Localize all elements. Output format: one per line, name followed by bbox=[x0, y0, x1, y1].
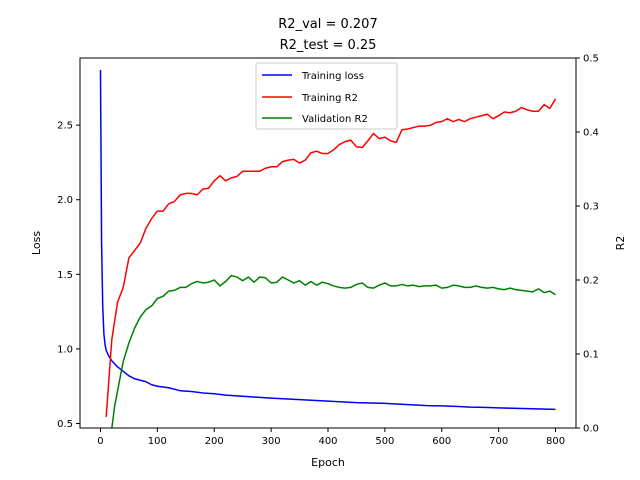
y-right-tick-label: 0.5 bbox=[583, 54, 599, 65]
y-left-tick-label: 1.5 bbox=[57, 270, 73, 281]
y-right-tick-label: 0.3 bbox=[583, 202, 599, 213]
legend: Training loss Training R2 Validation R2 bbox=[255, 62, 398, 130]
x-tick-label: 100 bbox=[148, 436, 167, 447]
x-tick-label: 700 bbox=[489, 436, 508, 447]
chart-title-line-1: R2_val = 0.207 bbox=[278, 17, 377, 32]
x-tick-label: 0 bbox=[97, 436, 103, 447]
x-tick-label: 800 bbox=[546, 436, 565, 447]
x-tick-label: 300 bbox=[262, 436, 281, 447]
y-right-tick-label: 0.4 bbox=[583, 128, 599, 139]
y-right-tick-label: 0.2 bbox=[583, 276, 599, 287]
x-tick-label: 600 bbox=[432, 436, 451, 447]
legend-label-validation-r2: Validation R2 bbox=[302, 114, 368, 125]
series-line-training-r2 bbox=[105, 98, 557, 417]
series-layer bbox=[99, 69, 557, 429]
x-tick-label: 400 bbox=[318, 436, 337, 447]
x-tick-label: 200 bbox=[205, 436, 224, 447]
y-left-tick-label: 2.0 bbox=[57, 195, 73, 206]
y-left-tick-label: 1.0 bbox=[57, 344, 73, 355]
x-axis: 0 100 200 300 400 500 600 700 800 bbox=[97, 428, 565, 447]
legend-box bbox=[255, 62, 398, 130]
legend-label-training-r2: Training R2 bbox=[301, 93, 358, 104]
x-tick-label: 500 bbox=[375, 436, 394, 447]
y-axis-right-title: R2 bbox=[614, 236, 627, 251]
y-left-tick-label: 0.5 bbox=[57, 419, 73, 430]
y-axis-right: 0.0 0.1 0.2 0.3 0.4 0.5 bbox=[576, 54, 599, 435]
y-right-tick-label: 0.0 bbox=[583, 424, 599, 435]
chart-title-line-2: R2_test = 0.25 bbox=[280, 38, 377, 53]
y-left-tick-label: 2.5 bbox=[57, 121, 73, 132]
y-axis-left: 0.5 1.0 1.5 2.0 2.5 bbox=[57, 121, 80, 430]
series-line-training-loss bbox=[99, 69, 556, 411]
y-right-tick-label: 0.1 bbox=[583, 350, 599, 361]
series-line-validation-r2 bbox=[111, 274, 556, 429]
y-axis-left-title: Loss bbox=[30, 231, 43, 255]
legend-label-training-loss: Training loss bbox=[301, 71, 364, 82]
x-axis-title: Epoch bbox=[311, 456, 345, 469]
